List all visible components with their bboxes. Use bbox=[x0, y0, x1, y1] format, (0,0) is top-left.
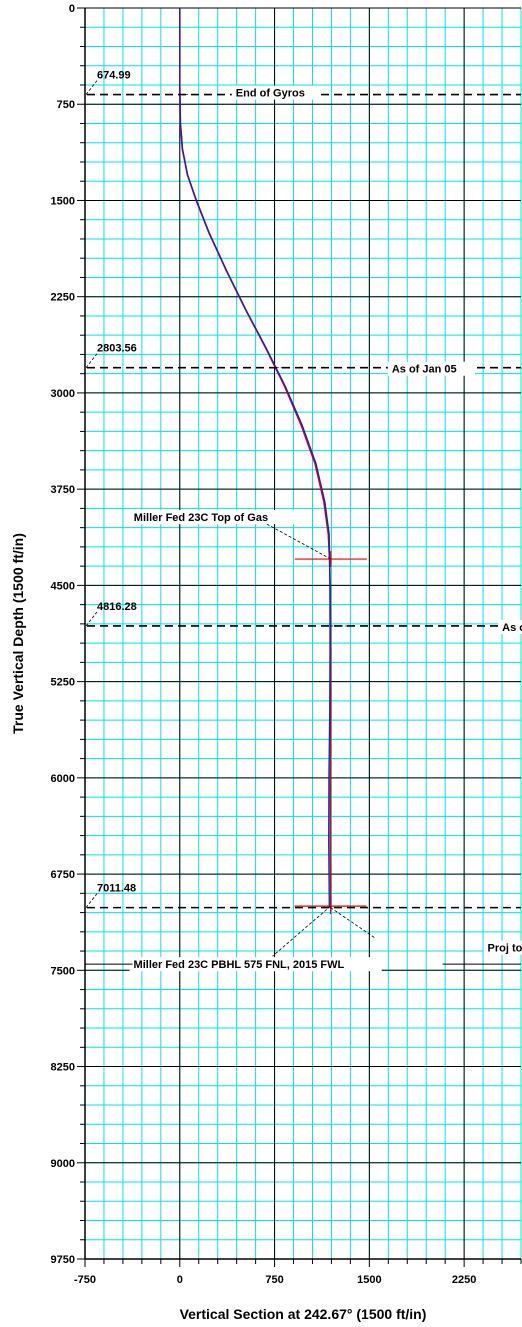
well-path-series-2 bbox=[179, 8, 331, 908]
y-tick-label: 3750 bbox=[51, 484, 75, 496]
annotation-label-1: End of Gyros bbox=[236, 88, 305, 100]
depth-marker-label-1: 674.99 bbox=[97, 70, 131, 82]
x-tick-label: 0 bbox=[177, 1274, 183, 1286]
annotation-leader bbox=[272, 905, 331, 957]
annotation-label-5: Proj to TD @ 7255' MD bbox=[488, 943, 522, 955]
y-tick-label: 8250 bbox=[51, 1062, 75, 1074]
major-grid bbox=[84, 7, 521, 1260]
annotations: End of Gyros As of Jan 05 Miller Fed 23C T… bbox=[85, 85, 522, 972]
annotation-label-3: Miller Fed 23C Top of Gas bbox=[134, 512, 268, 524]
x-tick-label: 2250 bbox=[452, 1274, 476, 1286]
depth-marker-leader bbox=[85, 893, 98, 908]
annotation-label-6: Miller Fed 23C PBHL 575 FNL, 2015 FWL bbox=[134, 959, 345, 971]
y-axis-label: True Vertical Depth (1500 ft/in) bbox=[10, 533, 26, 734]
y-tick-label: 9750 bbox=[51, 1254, 75, 1266]
depth-marker-label-2: 2803.56 bbox=[97, 343, 137, 355]
depth-marker-label-4: 7011.48 bbox=[97, 883, 136, 895]
x-tick-label: 1500 bbox=[357, 1274, 381, 1286]
y-tick-label: 3000 bbox=[51, 388, 75, 400]
depth-marker-leader bbox=[85, 353, 98, 368]
annotation-label-bg bbox=[129, 957, 382, 972]
y-tick-label: 6750 bbox=[51, 869, 75, 881]
annotation-label-bg bbox=[387, 361, 476, 376]
y-tick-label: 5250 bbox=[51, 677, 75, 689]
x-axis-label: Vertical Section at 242.67° (1500 ft/in) bbox=[180, 1306, 427, 1322]
y-tick-label: 750 bbox=[57, 99, 75, 111]
y-tick-label: 7500 bbox=[51, 965, 75, 977]
y-tick-label: 6000 bbox=[51, 773, 75, 785]
annotation-leader bbox=[330, 907, 375, 938]
depth-marker-leader bbox=[85, 611, 98, 627]
depth-markers: 674.99 2803.56 4816.28 7011.48 bbox=[85, 70, 521, 909]
depth-marker-leader bbox=[85, 80, 98, 95]
y-tick-label: 4500 bbox=[51, 580, 75, 592]
annotation-label-bg bbox=[129, 510, 303, 525]
annotation-label-bg bbox=[498, 619, 522, 634]
y-tick-label: 2250 bbox=[51, 292, 75, 304]
y-tick-label: 0 bbox=[69, 3, 75, 15]
annotation-leader bbox=[266, 523, 331, 560]
annotation-label-bg bbox=[483, 940, 522, 955]
y-tick-label: 1500 bbox=[51, 195, 75, 207]
x-tick-label: 750 bbox=[265, 1274, 283, 1286]
y-tick-label: 9000 bbox=[51, 1158, 75, 1170]
depth-marker-label-3: 4816.28 bbox=[97, 601, 137, 613]
annotation-label-4: As of Jan 06 bbox=[502, 622, 522, 634]
minor-grid bbox=[84, 7, 522, 1260]
annotation-label-2: As of Jan 05 bbox=[392, 364, 457, 376]
x-tick-label: -750 bbox=[74, 1274, 96, 1286]
axis-ticks: 0750150022503000375045005250600067507500… bbox=[51, 3, 522, 1286]
annotation-label-bg bbox=[231, 85, 319, 100]
